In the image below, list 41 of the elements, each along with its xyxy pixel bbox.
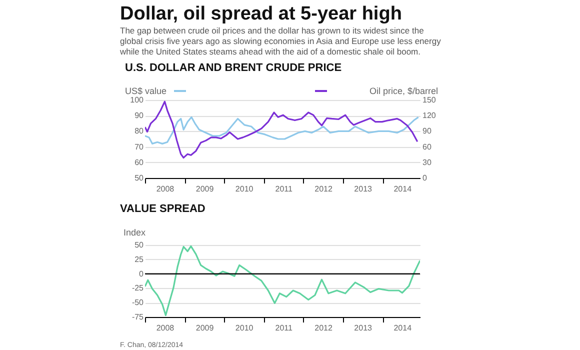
y2-tick-label: 150 — [422, 96, 436, 104]
x-tick-label: 2010 — [235, 184, 254, 194]
x-tick-label: 2013 — [354, 324, 373, 332]
x-tick-label: 2009 — [196, 324, 214, 332]
text: Dollar, oil spread at 5-year high — [120, 4, 402, 24]
x-tick-label: 2014 — [394, 324, 412, 332]
line-series — [145, 100, 418, 159]
text: Oil price, $/barrel — [369, 86, 438, 96]
line-series — [145, 116, 420, 144]
y2-tick-label: 30 — [422, 158, 432, 167]
x-tick-label: 2011 — [275, 324, 294, 332]
y2-tick-label: 0 — [422, 174, 428, 182]
y-tick-label: 90 — [134, 111, 144, 120]
y-tick-label: 70 — [134, 142, 144, 152]
text: The gap between crude oil prices and the dollar has grown to its widest since the global crisis five years ago as slowing economies in Asia and Europe use less energy while the United States steams ahead with the aid of a domestic shale oil boom. — [119, 26, 442, 56]
y2-tick-label: 120 — [422, 111, 436, 120]
y-axis-title: Index — [124, 228, 146, 238]
chart-title: U.S. DOLLAR AND BRENT CRUDE PRICE — [125, 62, 342, 74]
y-tick-label: 50 — [134, 240, 144, 250]
y-tick-label: -50 — [132, 298, 144, 308]
y-tick-label: -75 — [132, 312, 144, 322]
x-tick-label: 2012 — [314, 324, 333, 332]
x-tick-label: 2008 — [156, 184, 175, 194]
y-tick-label: -25 — [132, 284, 144, 293]
x-tick-label: 2009 — [196, 184, 214, 194]
x-tick-label: 2008 — [156, 324, 175, 332]
y2-tick-label: 60 — [422, 142, 432, 152]
y-tick-label: 60 — [134, 158, 144, 167]
y-tick-label: 25 — [134, 254, 144, 264]
x-tick-label: 2012 — [314, 184, 333, 194]
y-tick-label: 100 — [130, 96, 144, 104]
x-tick-label: 2010 — [235, 324, 254, 332]
y2-tick-label: 90 — [422, 126, 432, 136]
y-tick-label: 50 — [134, 174, 144, 182]
x-tick-label: 2011 — [275, 184, 294, 194]
x-tick-label: 2013 — [354, 184, 373, 194]
y-tick-label: 80 — [134, 126, 144, 136]
legend-label: US$ value — [125, 86, 167, 96]
chart-title: VALUE SPREAD — [120, 203, 206, 215]
y-tick-label: 0 — [139, 269, 144, 278]
x-tick-label: 2014 — [394, 184, 412, 194]
